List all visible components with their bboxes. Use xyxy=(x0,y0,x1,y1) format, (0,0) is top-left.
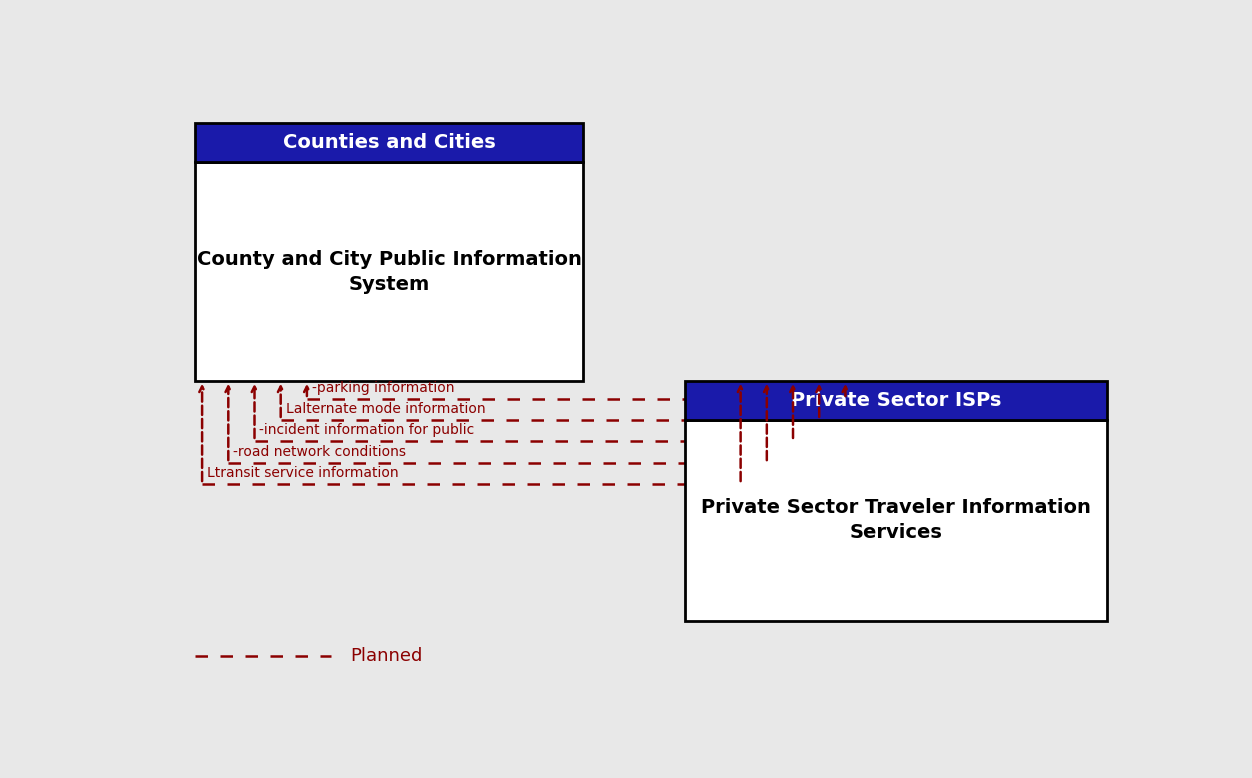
Text: -road network conditions: -road network conditions xyxy=(233,445,406,459)
Bar xyxy=(195,124,583,163)
Text: Lalternate mode information: Lalternate mode information xyxy=(285,402,486,416)
Text: Private Sector Traveler Information
Services: Private Sector Traveler Information Serv… xyxy=(701,498,1092,542)
Text: Planned: Planned xyxy=(351,647,423,665)
Text: Counties and Cities: Counties and Cities xyxy=(283,133,496,152)
Text: -parking information: -parking information xyxy=(312,381,454,395)
Text: County and City Public Information
System: County and City Public Information Syste… xyxy=(197,250,582,293)
Text: -incident information for public: -incident information for public xyxy=(259,423,475,437)
Bar xyxy=(195,163,583,381)
Bar xyxy=(685,420,1107,621)
Bar xyxy=(685,381,1107,420)
Text: Private Sector ISPs: Private Sector ISPs xyxy=(791,391,1002,410)
Text: Ltransit service information: Ltransit service information xyxy=(207,466,398,480)
